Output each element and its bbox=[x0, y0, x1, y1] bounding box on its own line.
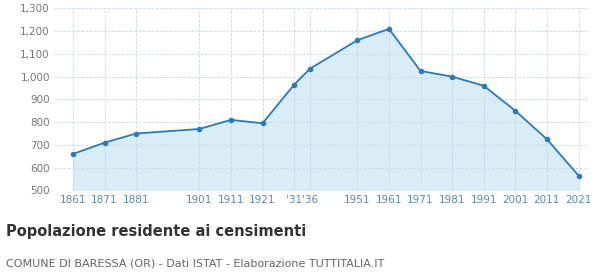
Point bbox=[194, 127, 204, 131]
Point bbox=[226, 118, 236, 122]
Point bbox=[479, 83, 488, 88]
Point bbox=[289, 82, 299, 87]
Point bbox=[100, 140, 109, 145]
Point bbox=[384, 27, 394, 31]
Point bbox=[416, 69, 425, 73]
Point bbox=[574, 173, 583, 178]
Point bbox=[542, 137, 552, 141]
Point bbox=[305, 66, 315, 71]
Point bbox=[68, 152, 78, 156]
Point bbox=[353, 38, 362, 43]
Point bbox=[258, 121, 268, 125]
Text: Popolazione residente ai censimenti: Popolazione residente ai censimenti bbox=[6, 224, 306, 239]
Text: COMUNE DI BARESSA (OR) - Dati ISTAT - Elaborazione TUTTITALIA.IT: COMUNE DI BARESSA (OR) - Dati ISTAT - El… bbox=[6, 259, 384, 269]
Point bbox=[131, 131, 141, 136]
Point bbox=[448, 74, 457, 79]
Point bbox=[511, 109, 520, 113]
